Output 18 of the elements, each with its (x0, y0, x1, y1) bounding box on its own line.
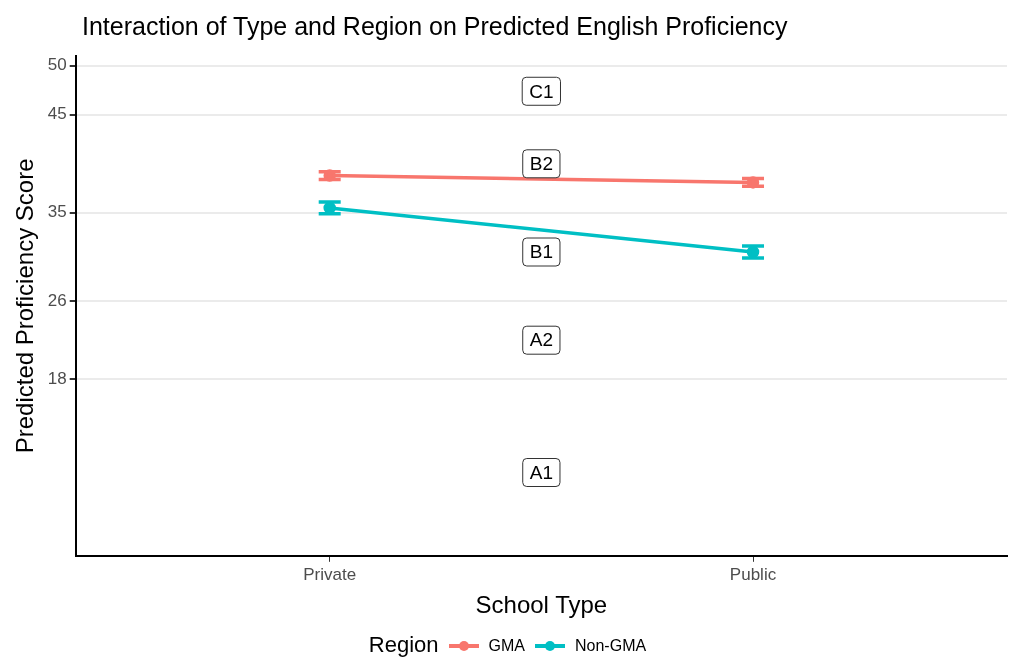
chart-title: Interaction of Type and Region on Predicted English Proficiency (82, 12, 788, 41)
y-tick-label: 50 (47, 55, 67, 75)
y-tick-label: 26 (47, 290, 67, 310)
legend-title: Region (368, 632, 439, 657)
annotation: A2 (529, 329, 553, 351)
annotation: A1 (529, 461, 553, 483)
legend-label: GMA (488, 637, 526, 655)
legend-label: Non-GMA (575, 637, 647, 655)
annotation: C1 (529, 80, 554, 102)
x-tick-label: Public (729, 564, 777, 584)
annotation: B1 (529, 241, 553, 263)
y-tick-label: 18 (47, 369, 67, 389)
x-axis-title: School Type (475, 591, 608, 619)
y-tick-label: 35 (47, 202, 67, 222)
x-tick-label: Private (303, 564, 357, 584)
annotation: B2 (529, 153, 553, 175)
y-axis-title: Predicted Proficiency Score (11, 158, 39, 454)
y-tick-label: 45 (47, 104, 67, 124)
